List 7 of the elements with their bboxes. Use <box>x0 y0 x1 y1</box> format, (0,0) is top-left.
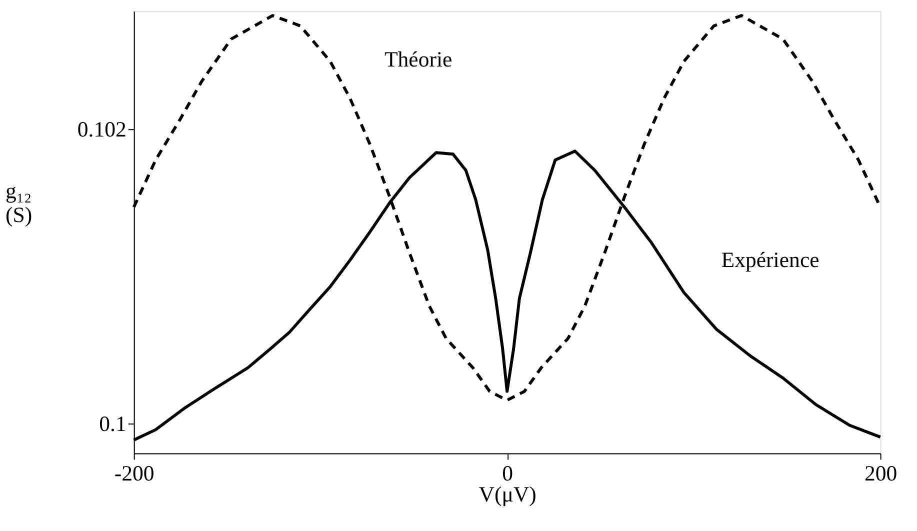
x-tick-label: 200 <box>864 462 898 486</box>
y-tick-label: 0.1 <box>99 412 126 436</box>
x-tick-label: -200 <box>114 462 154 486</box>
y-tick-label: 0.102 <box>77 117 126 142</box>
series-label: Expérience <box>721 248 820 272</box>
y-axis-title: g₁₂ (S) <box>5 179 32 227</box>
text: Théorie <box>384 48 452 72</box>
